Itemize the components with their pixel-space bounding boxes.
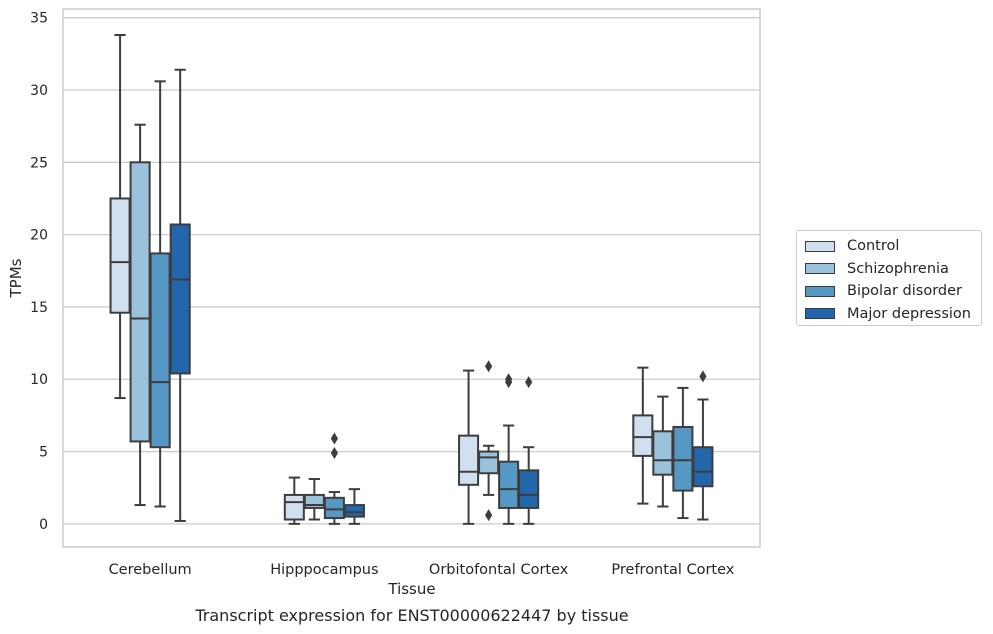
- box-control: [283, 476, 305, 525]
- outlier-point: [485, 509, 493, 522]
- box-rect: [323, 496, 345, 520]
- y-tick-label: 35: [30, 11, 48, 27]
- x-tick-label: Cerebellum: [109, 562, 192, 578]
- legend-swatch-control: [805, 240, 835, 252]
- legend-item-control: Control: [805, 235, 973, 258]
- legend-label-control: Control: [847, 238, 900, 255]
- y-tick-label: 25: [30, 155, 48, 171]
- legend-swatch-schizophrenia: [805, 263, 835, 275]
- box-rect: [149, 252, 171, 449]
- box-schizophrenia: [478, 360, 500, 522]
- box-rect: [343, 504, 365, 518]
- y-tick-label: 0: [39, 517, 48, 533]
- y-tick-label: 5: [39, 445, 48, 461]
- y-tick-label: 15: [30, 300, 48, 316]
- outlier-point: [525, 376, 533, 389]
- box-schizophrenia: [303, 478, 325, 521]
- legend: Control Schizophrenia Bipolar disorder M…: [796, 230, 982, 326]
- box-bipolar-disorder: [149, 80, 171, 508]
- y-tick-labels: 0 5 10 15 20 25 30 35: [30, 11, 48, 533]
- box-major-depression: [518, 376, 540, 525]
- box-rect: [169, 223, 191, 375]
- x-tick-label: Prefrontal Cortex: [611, 562, 734, 578]
- outlier-point: [505, 373, 513, 386]
- legend-item-schizophrenia: Schizophrenia: [805, 258, 973, 281]
- box-rect: [478, 450, 500, 475]
- legend-label-schizophrenia: Schizophrenia: [847, 260, 949, 277]
- box-bipolar-disorder: [672, 386, 694, 520]
- box-series: [109, 34, 714, 525]
- legend-swatch-bipolar-disorder: [805, 285, 835, 297]
- box-major-depression: [343, 488, 365, 525]
- y-tick-label: 20: [30, 228, 48, 244]
- box-rect: [518, 469, 540, 509]
- y-tick-label: 10: [30, 372, 48, 388]
- x-axis-label: Tissue: [388, 580, 436, 598]
- outlier-point: [485, 360, 493, 373]
- box-rect: [672, 425, 694, 492]
- y-tick-label: 30: [30, 83, 48, 99]
- box-schizophrenia: [129, 123, 151, 507]
- box-control: [632, 366, 654, 505]
- box-rect: [498, 460, 520, 509]
- box-major-depression: [692, 370, 714, 521]
- legend-label-major-depression: Major depression: [847, 305, 971, 322]
- y-axis-label: TPMs: [7, 258, 25, 298]
- outlier-point: [330, 432, 338, 445]
- box-bipolar-disorder: [498, 373, 520, 525]
- x-tick-labels: Cerebellum Hipppocampus Orbitofontal Corte…: [109, 562, 735, 578]
- chart-caption: Transcript expression for ENST0000062244…: [195, 606, 629, 625]
- box-rect: [652, 430, 674, 476]
- box-control: [458, 369, 480, 525]
- box-rect: [109, 197, 131, 314]
- box-rect: [129, 161, 151, 443]
- plot-area-frame: [62, 8, 761, 548]
- outlier-point: [330, 446, 338, 459]
- box-schizophrenia: [652, 395, 674, 508]
- box-rect: [283, 493, 305, 521]
- box-major-depression: [169, 68, 191, 522]
- legend-swatch-major-depression: [805, 308, 835, 320]
- box-rect: [692, 446, 714, 488]
- x-tick-label: Orbitofontal Cortex: [429, 562, 569, 578]
- x-tick-label: Hipppocampus: [270, 562, 378, 578]
- box-rect: [458, 434, 480, 486]
- box-bipolar-disorder: [323, 432, 345, 525]
- box-control: [109, 34, 131, 400]
- legend-item-major-depression: Major depression: [805, 303, 973, 326]
- legend-item-bipolar-disorder: Bipolar disorder: [805, 280, 973, 303]
- legend-label-bipolar-disorder: Bipolar disorder: [847, 283, 962, 300]
- box-rect: [632, 414, 654, 457]
- outlier-point: [699, 370, 707, 383]
